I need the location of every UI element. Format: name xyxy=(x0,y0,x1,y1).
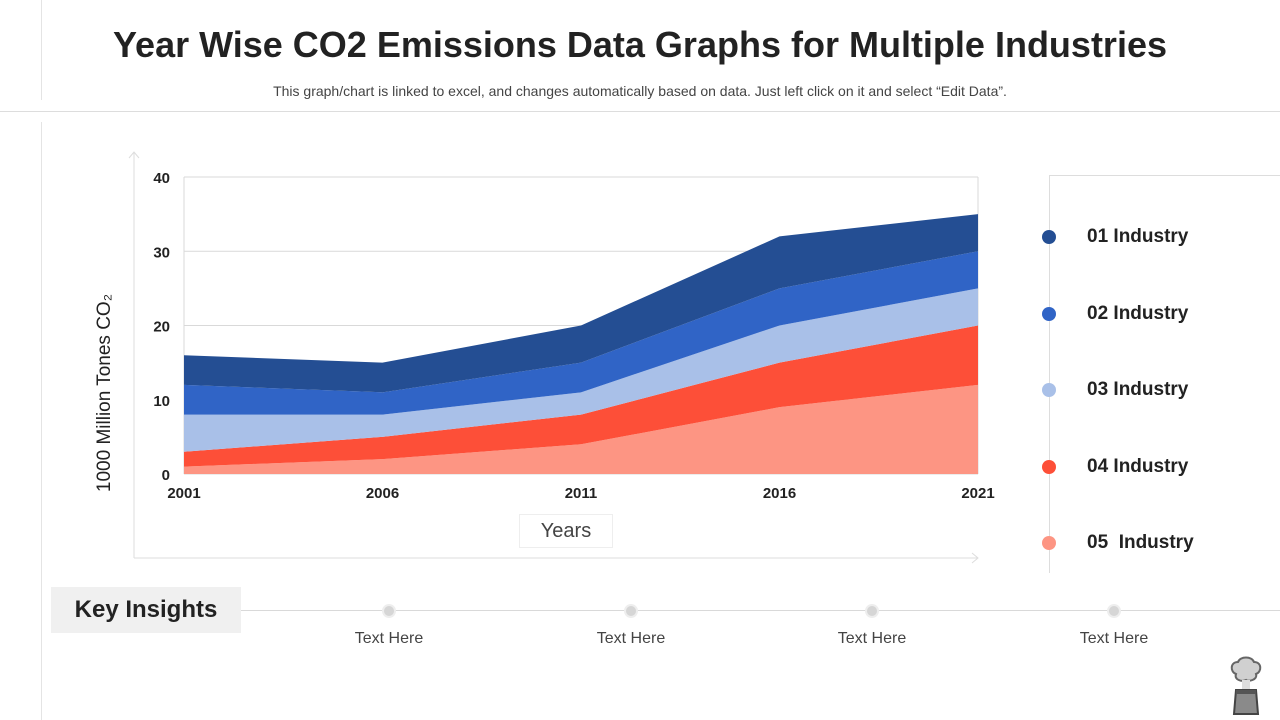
legend-label: 01 Industry xyxy=(1087,226,1189,247)
area-03-industry xyxy=(184,288,978,452)
legend-item: 05 Industry xyxy=(1040,531,1240,555)
legend-label: 04 Industry xyxy=(1087,455,1189,477)
legend-item: 03 Industry xyxy=(1040,378,1240,402)
legend-dot-icon xyxy=(1042,230,1056,244)
legend-label: 03 Industry xyxy=(1087,379,1189,400)
y-tick-label: 20 xyxy=(153,319,170,336)
legend-item: 04 Industry xyxy=(1040,455,1240,479)
insights-line xyxy=(241,610,1280,611)
legend-dot-icon xyxy=(1042,459,1056,474)
x-axis-label: Years xyxy=(519,514,613,548)
x-tick-label: 2001 xyxy=(167,485,200,502)
x-arrow-icon xyxy=(971,552,979,564)
factory-smoke-icon xyxy=(1230,656,1262,715)
legend-label: 05 Industry xyxy=(1087,532,1194,553)
insight-dot-icon xyxy=(382,604,396,618)
left-border-lower xyxy=(41,122,42,720)
legend-item: 01 Industry xyxy=(1040,225,1240,249)
x-tick-label: 2021 xyxy=(961,485,994,502)
legend-dot-icon xyxy=(1042,383,1056,397)
y-arrow-icon xyxy=(128,151,140,159)
left-border xyxy=(41,0,42,100)
y-tick-label: 30 xyxy=(153,244,170,261)
area-01-industry xyxy=(184,214,978,393)
insight-text: Text Here xyxy=(596,630,666,647)
insight-text: Text Here xyxy=(354,630,424,647)
legend-item: 02 Industry xyxy=(1040,302,1240,326)
x-tick-label: 2011 xyxy=(565,485,598,502)
legend-dot-icon xyxy=(1042,536,1056,550)
header-divider xyxy=(0,111,1280,112)
y-tick-label: 0 xyxy=(162,467,170,484)
key-insights-label: Key Insights xyxy=(51,587,241,633)
legend-top-divider xyxy=(1049,175,1280,176)
y-axis-label: 1000 Million Tones CO₂ xyxy=(94,293,115,493)
insight-dot-icon xyxy=(1107,604,1121,618)
x-tick-label: 2006 xyxy=(366,485,399,502)
legend-divider xyxy=(1049,175,1050,573)
legend-label: 02 Industry xyxy=(1087,302,1189,324)
legend-dot-icon xyxy=(1042,306,1056,321)
area-04-industry xyxy=(184,325,978,467)
insight-dot-icon xyxy=(865,604,879,618)
page-subtitle: This graph/chart is linked to excel, and… xyxy=(273,83,1007,99)
y-tick-label: 10 xyxy=(153,393,170,410)
insight-dot-icon xyxy=(624,604,638,618)
page-title: Year Wise CO2 Emissions Data Graphs for … xyxy=(113,24,1167,65)
y-tick-label: 40 xyxy=(153,170,170,187)
x-tick-label: 2016 xyxy=(763,485,796,502)
insight-text: Text Here xyxy=(1079,630,1149,647)
insight-text: Text Here xyxy=(837,630,907,647)
area-02-industry xyxy=(184,251,978,415)
